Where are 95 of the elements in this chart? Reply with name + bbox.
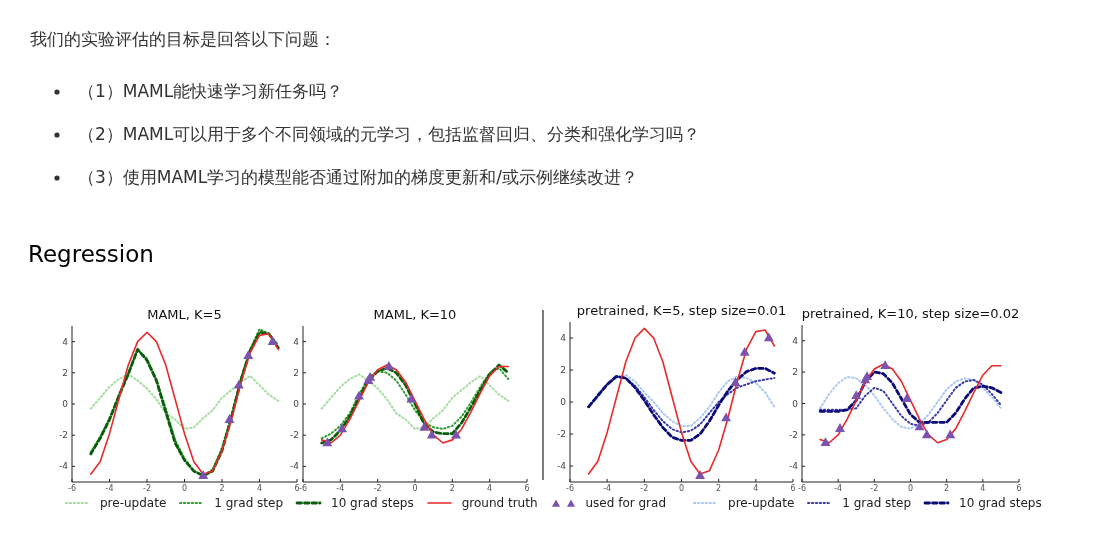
x-tick-label: 6 (1016, 484, 1022, 493)
x-tick-label: 4 (980, 484, 986, 493)
x-tick-label: 2 (716, 484, 722, 493)
y-tick-label: 4 (62, 336, 69, 347)
x-tick-label: 0 (412, 484, 418, 493)
legend-label: 10 grad steps (331, 496, 414, 510)
point (721, 412, 732, 422)
x-tick-label: -6 (299, 484, 307, 493)
point (243, 350, 254, 359)
x-tick-label: 6 (524, 484, 530, 493)
point (233, 379, 244, 389)
x-tick-label: 6 (294, 484, 300, 493)
point (419, 421, 430, 431)
text: （2）MAML可以用于多个不同领域的元学习，包括监督回归、分类和强化学习吗？ (78, 123, 701, 146)
x-tick-label: 4 (256, 484, 263, 493)
x-tick-label: -6 (566, 484, 574, 493)
y-tick-label: 0 (293, 399, 300, 409)
chart-title: pretrained, K=5, step size=0.01 (576, 303, 787, 318)
point (322, 437, 333, 447)
x-tick-label: 4 (753, 484, 759, 493)
x-tick-label: -4 (336, 484, 345, 493)
x-tick-label: -4 (834, 484, 843, 493)
x-tick-label: 0 (181, 484, 188, 493)
x-tick-label: 4 (487, 484, 493, 493)
point (739, 346, 750, 356)
chart-title: MAML, K=10 (373, 307, 457, 322)
y-tick-label: 0 (560, 397, 567, 407)
point (851, 390, 862, 399)
point (901, 393, 912, 403)
x-tick-label: -2 (870, 484, 879, 493)
x-tick-label: -2 (143, 484, 151, 493)
legend-label: used for grad (585, 496, 667, 510)
point (224, 414, 235, 423)
text: Regression (28, 241, 154, 267)
point (406, 393, 417, 403)
point (383, 361, 394, 370)
point (451, 429, 462, 439)
y-tick-label: -4 (789, 461, 799, 472)
legend-label: ground truth (461, 496, 538, 510)
x-tick-label: -4 (603, 484, 612, 493)
y-tick-label: 2 (293, 367, 299, 378)
line-series (89, 373, 280, 430)
y-tick-label: -4 (557, 461, 567, 471)
point (835, 423, 845, 432)
point (914, 421, 925, 431)
point (880, 360, 891, 370)
y-tick-label: 2 (560, 365, 566, 375)
chart-title: MAML, K=5 (147, 307, 222, 322)
x-tick-label: 6 (790, 484, 796, 493)
point (337, 423, 348, 433)
point (365, 371, 376, 381)
point (730, 377, 741, 387)
point (945, 429, 956, 439)
y-tick-label: -2 (290, 430, 299, 441)
x-tick-label: 2 (219, 484, 225, 493)
point (695, 470, 706, 479)
point (267, 336, 278, 345)
point (921, 429, 932, 439)
text: 我们的实验评估的目标是回答以下问题： (30, 28, 336, 51)
y-tick-label: 0 (62, 399, 69, 409)
point (763, 332, 774, 342)
x-tick-label: -4 (105, 484, 114, 493)
y-tick-label: 2 (62, 367, 68, 378)
point (426, 429, 437, 439)
y-tick-label: -4 (290, 461, 300, 472)
x-tick-label: 0 (678, 484, 685, 493)
x-tick-label: 2 (944, 484, 950, 493)
legend-label: 1 grad step (842, 496, 912, 510)
x-tick-label: -2 (373, 484, 382, 493)
x-tick-label: 2 (449, 484, 455, 493)
x-tick-label: -6 (68, 484, 76, 493)
text: （1）MAML能快速学习新任务吗？ (78, 80, 344, 103)
y-tick-label: -2 (59, 430, 68, 441)
line-series (587, 367, 776, 442)
y-tick-label: 4 (293, 336, 300, 347)
y-tick-label: -4 (59, 461, 69, 472)
text: （3）使用MAML学习的模型能否通过附加的梯度更新和/或示例继续改进？ (78, 166, 638, 189)
y-tick-label: -2 (557, 429, 566, 439)
line-series (320, 373, 510, 430)
legend-label: pre-update (100, 496, 167, 510)
x-tick-label: -2 (640, 484, 649, 493)
y-tick-label: 0 (792, 398, 799, 409)
y-tick-label: 2 (792, 367, 798, 378)
legend-label: 10 grad steps (959, 496, 1042, 510)
y-tick-label: 4 (792, 335, 799, 346)
legend-label: pre-update (728, 496, 795, 510)
legend-label: 1 grad step (214, 496, 284, 510)
x-tick-label: 0 (907, 484, 914, 493)
chart-title: pretrained, K=10, step size=0.02 (801, 306, 1020, 321)
x-tick-label: -6 (798, 484, 806, 493)
y-tick-label: 4 (560, 333, 567, 343)
y-tick-label: -2 (789, 429, 798, 440)
point (354, 390, 364, 400)
point (820, 437, 831, 447)
point (198, 470, 209, 480)
